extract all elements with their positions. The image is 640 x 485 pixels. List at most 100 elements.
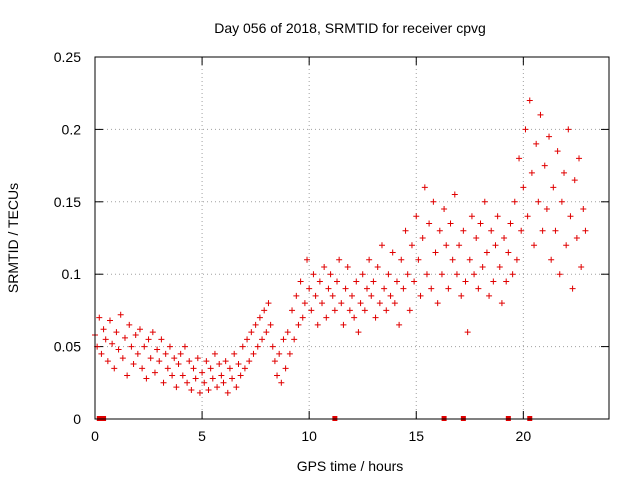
x-tick-label: 10 <box>301 428 317 444</box>
data-point <box>413 213 420 220</box>
data-point <box>136 326 143 333</box>
data-point <box>524 213 531 220</box>
data-point <box>496 263 503 270</box>
data-point <box>430 198 437 205</box>
x-tick-label: 20 <box>516 428 532 444</box>
data-point <box>402 227 409 234</box>
data-point <box>543 206 550 213</box>
data-point <box>280 336 287 343</box>
y-tick-label: 0.25 <box>54 49 81 65</box>
chart-title: Day 056 of 2018, SRMTID for receiver cpv… <box>214 20 486 36</box>
data-point <box>209 375 216 382</box>
data-point <box>124 372 131 379</box>
data-point <box>323 314 330 321</box>
data-point <box>184 379 191 386</box>
data-point <box>370 278 377 285</box>
data-point <box>351 314 358 321</box>
data-point <box>102 336 109 343</box>
data-point <box>205 387 212 394</box>
data-point <box>190 365 197 372</box>
data-point <box>531 242 538 249</box>
data-point <box>503 278 510 285</box>
data-point <box>282 365 289 372</box>
data-point <box>308 307 315 314</box>
data-point <box>582 227 589 234</box>
data-point <box>556 271 563 278</box>
data-point <box>552 227 559 234</box>
data-point <box>314 321 321 328</box>
data-point <box>400 285 407 292</box>
data-point <box>458 292 465 299</box>
data-point <box>117 311 124 318</box>
data-point <box>393 278 400 285</box>
data-point <box>340 321 347 328</box>
data-point <box>428 285 435 292</box>
data-point <box>460 227 467 234</box>
data-point <box>334 278 341 285</box>
data-point <box>381 285 388 292</box>
data-point <box>271 358 278 365</box>
data-point <box>130 360 137 367</box>
data-point <box>383 307 390 314</box>
data-point <box>396 321 403 328</box>
data-point <box>143 375 150 382</box>
plot-frame <box>94 56 610 420</box>
data-point <box>179 372 186 379</box>
data-point <box>479 263 486 270</box>
data-point <box>301 300 308 307</box>
data-point <box>254 343 261 350</box>
data-point <box>447 220 454 227</box>
data-point <box>528 169 535 176</box>
data-point <box>96 314 103 321</box>
data-point <box>211 350 218 357</box>
data-point <box>522 126 529 133</box>
data-point <box>554 148 561 155</box>
data-point <box>244 336 251 343</box>
data-point <box>175 360 182 367</box>
data-point <box>513 256 520 263</box>
data-point <box>169 372 176 379</box>
data-point <box>456 242 463 249</box>
data-point <box>505 249 512 256</box>
data-point <box>263 329 270 336</box>
data-point <box>353 278 360 285</box>
y-axis-label: SRMTID / TECUs <box>5 183 21 293</box>
x-tick-label: 0 <box>91 428 99 444</box>
data-point <box>466 256 473 263</box>
data-point <box>449 256 456 263</box>
data-point <box>216 360 223 367</box>
data-point <box>359 271 366 278</box>
data-point <box>289 307 296 314</box>
data-point <box>578 263 585 270</box>
data-point <box>160 379 167 386</box>
data-point <box>214 384 221 391</box>
data-point <box>374 263 381 270</box>
data-point <box>481 198 488 205</box>
data-point <box>520 184 527 191</box>
data-point <box>468 213 475 220</box>
data-point <box>498 300 505 307</box>
data-point <box>252 321 259 328</box>
data-point <box>248 329 255 336</box>
data-point <box>349 292 355 299</box>
data-point <box>98 350 105 357</box>
data-point <box>145 336 152 343</box>
data-point <box>113 329 120 336</box>
data-point <box>546 133 553 140</box>
data-point <box>438 271 445 278</box>
data-point <box>119 355 126 362</box>
data-point <box>196 389 203 396</box>
data-point <box>229 375 236 382</box>
data-point <box>128 343 135 350</box>
data-point <box>387 292 394 299</box>
data-point <box>361 307 368 314</box>
data-point <box>423 271 430 278</box>
data-point <box>357 300 364 307</box>
data-point <box>203 358 210 365</box>
data-point <box>218 372 225 379</box>
data-point <box>325 285 332 292</box>
data-point <box>164 365 171 372</box>
data-point <box>563 242 570 249</box>
data-point <box>518 227 525 234</box>
